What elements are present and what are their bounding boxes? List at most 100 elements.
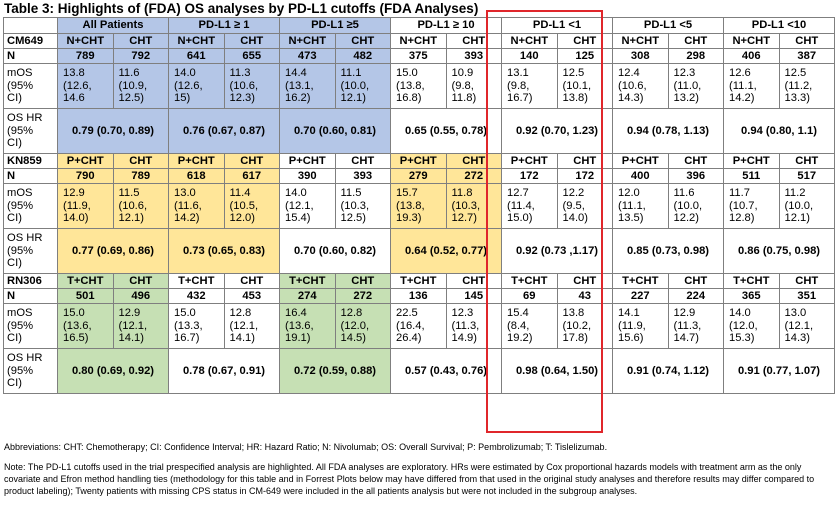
mos-value: 14.0 (12.6, 15)	[168, 63, 225, 109]
mos-line: 13.2)	[673, 92, 700, 105]
mos-line: (11.1,	[729, 79, 757, 92]
row-label-n: N	[3, 48, 58, 64]
os-hr-value: 0.86 (0.75, 0.98)	[723, 228, 835, 274]
mos-line: 11.6	[673, 187, 695, 200]
arm-label: T+CHT	[501, 273, 558, 289]
arm-label: CHT	[112, 33, 169, 49]
mos-line: 11.5	[340, 187, 362, 200]
mos-line: 14.0	[285, 187, 307, 200]
mos-line: (10.2,	[562, 319, 592, 332]
mos-line: (16.4,	[396, 319, 425, 332]
os-hr-value: 0.72 (0.59, 0.88)	[279, 348, 391, 394]
mos-value: 14.1 (11.9, 15.6)	[612, 303, 669, 349]
mos-line: 12.3	[673, 67, 696, 80]
arm-label: CHT	[778, 153, 835, 169]
mos-value: 15.7 (13.8, 19.3)	[390, 183, 447, 229]
row-label-mos: mOS (95% CI)	[3, 303, 58, 349]
n-value: 393	[445, 48, 502, 64]
arm-label: T+CHT	[57, 273, 114, 289]
mos-value: 22.5 (16.4, 26.4)	[390, 303, 447, 349]
mos-value: 12.8 (12.1, 14.1)	[223, 303, 280, 349]
mos-line: (10.5,	[229, 199, 259, 212]
os-hr-value: 0.98 (0.64, 1.50)	[501, 348, 613, 394]
n-value: 390	[279, 168, 336, 184]
n-value: 69	[501, 288, 558, 304]
mos-line: 11.6	[118, 67, 140, 80]
mos-line: (11.9,	[63, 199, 91, 212]
os-highlights-table: All Patients PD-L1 ≥ 1 PD-L1 ≥5 PD-L1 ≥ 10 P…	[3, 17, 835, 394]
abbreviations-footnote: Abbreviations: CHT: Chemotherapy; CI: Co…	[4, 442, 608, 452]
n-value: 365	[723, 288, 780, 304]
methodology-note: Note: The PD-L1 cutoffs used in the tria…	[4, 462, 815, 496]
mos-value: 12.3 (11.0, 13.2)	[667, 63, 724, 109]
mos-line: 14.4	[285, 67, 307, 80]
row-label-line: (95%	[7, 319, 34, 332]
n-value: 618	[168, 168, 225, 184]
arm-label: P+CHT	[390, 153, 447, 169]
os-hr-value: 0.70 (0.60, 0.82)	[279, 228, 391, 274]
mos-value: 12.9 (11.3, 14.7)	[667, 303, 724, 349]
mos-value: 15.0 (13.3, 16.7)	[168, 303, 225, 349]
mos-value: 12.5 (11.2, 13.3)	[778, 63, 835, 109]
mos-line: 13.8)	[562, 92, 589, 105]
arm-label: CHT	[445, 33, 502, 49]
mos-value: 13.0 (12.1, 14.3)	[778, 303, 835, 349]
mos-line: 11.7	[729, 187, 750, 200]
mos-line: (9.8,	[507, 79, 530, 92]
row-label-line: CI)	[7, 212, 22, 225]
arm-label: CHT	[223, 273, 280, 289]
n-value: 792	[112, 48, 169, 64]
mos-line: 15.4)	[285, 212, 311, 225]
n-value: 272	[334, 288, 391, 304]
mos-line: 14.2)	[729, 92, 755, 105]
n-value: 279	[390, 168, 447, 184]
mos-value: 12.0 (11.1, 13.5)	[612, 183, 669, 229]
row-label-line: mOS	[7, 307, 33, 320]
mos-line: 13.8	[63, 67, 85, 80]
mos-value: 12.8 (12.0, 14.5)	[334, 303, 391, 349]
row-label-line: (95%	[7, 79, 34, 92]
mos-line: 11.5	[118, 187, 140, 200]
mos-line: (13.6,	[285, 319, 314, 332]
n-value: 396	[667, 168, 724, 184]
mos-line: (13.3,	[174, 319, 203, 332]
group-header: PD-L1 ≥ 1	[168, 17, 280, 34]
n-value: 298	[667, 48, 724, 64]
os-hr-value: 0.91 (0.77, 1.07)	[723, 348, 835, 394]
n-value: 406	[723, 48, 780, 64]
os-hr-value: 0.94 (0.80, 1.1)	[723, 108, 835, 154]
n-value: 789	[57, 48, 114, 64]
mos-line: 12.7	[507, 187, 529, 200]
mos-value: 10.9 (9.8, 11.8)	[445, 63, 502, 109]
mos-line: 13.8	[562, 307, 585, 320]
n-value: 511	[723, 168, 780, 184]
os-hr-value: 0.78 (0.67, 0.91)	[168, 348, 280, 394]
os-hr-value: 0.85 (0.73, 0.98)	[612, 228, 724, 274]
corner-cell	[3, 17, 58, 34]
arm-label: CHT	[334, 33, 391, 49]
n-value: 351	[778, 288, 835, 304]
mos-value: 14.0 (12.1, 15.4)	[279, 183, 336, 229]
mos-line: (12.1,	[784, 319, 814, 332]
mos-line: 19.2)	[507, 332, 533, 345]
mos-line: (13.6,	[63, 319, 92, 332]
arm-label: CHT	[223, 153, 280, 169]
mos-line: 16.4	[285, 307, 307, 320]
mos-line: 12.1)	[118, 212, 145, 225]
mos-line: 12.3	[451, 307, 474, 320]
n-value: 453	[223, 288, 280, 304]
arm-label: P+CHT	[168, 153, 225, 169]
mos-line: 19.3)	[396, 212, 422, 225]
arm-label: T+CHT	[168, 273, 225, 289]
arm-label: CHT	[667, 273, 724, 289]
mos-value: 11.6 (10.0, 12.2)	[667, 183, 724, 229]
arm-label: N+CHT	[612, 33, 669, 49]
arm-label: N+CHT	[168, 33, 225, 49]
mos-value: 12.5 (10.1, 13.8)	[556, 63, 613, 109]
n-value: 136	[390, 288, 447, 304]
mos-value: 15.4 (8.4, 19.2)	[501, 303, 558, 349]
row-label-line: (95%	[7, 364, 34, 377]
mos-line: (10.3,	[451, 199, 481, 212]
arm-label: N+CHT	[279, 33, 336, 49]
group-header: PD-L1 <10	[723, 17, 835, 34]
